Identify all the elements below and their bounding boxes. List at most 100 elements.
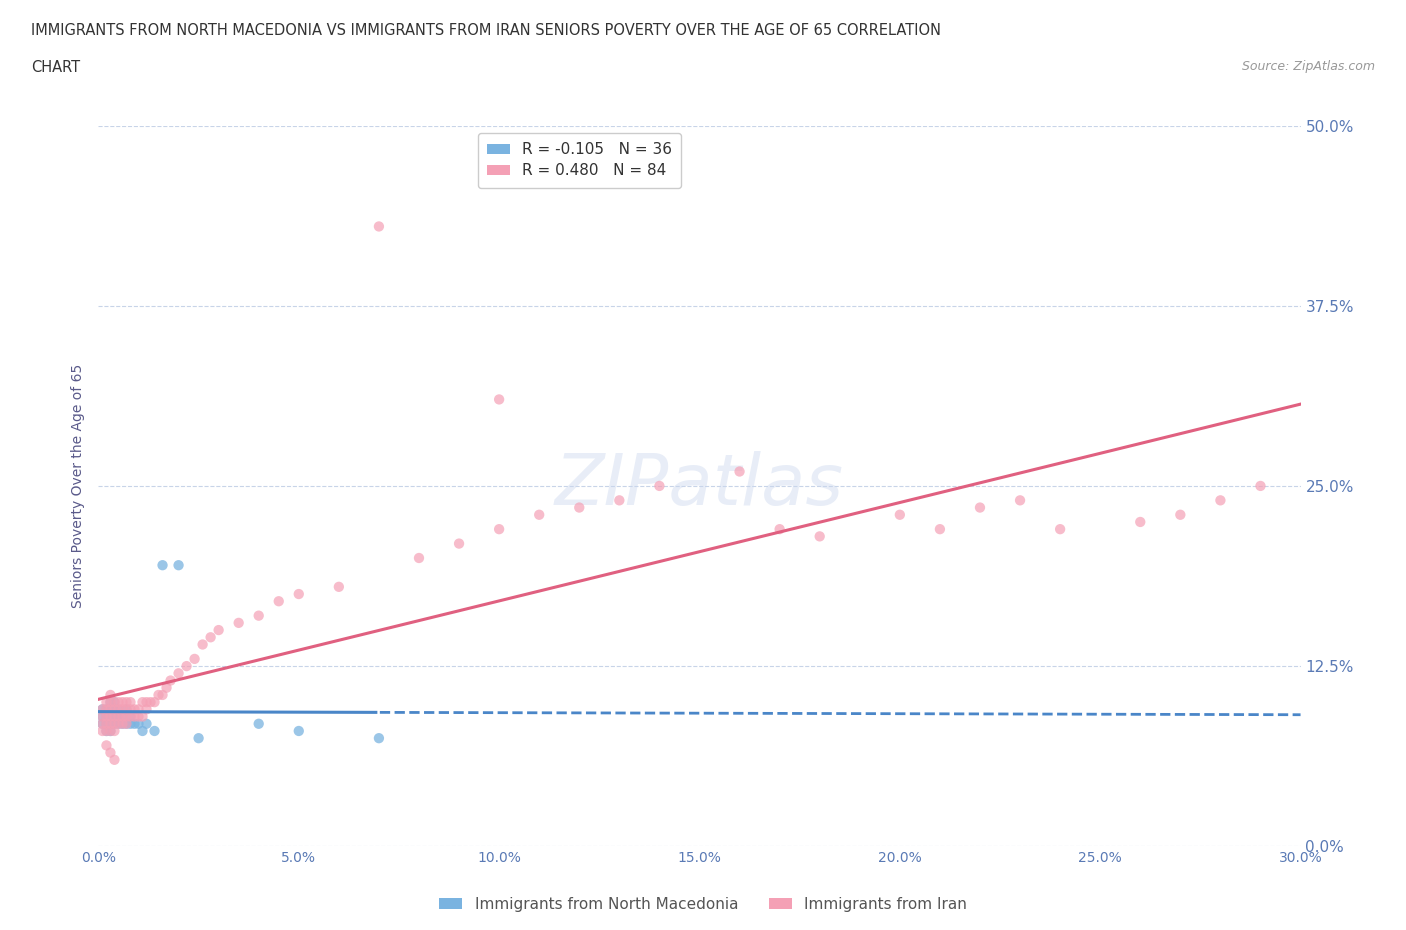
Point xyxy=(120,702,142,717)
Point xyxy=(115,695,138,710)
Point xyxy=(103,702,125,717)
Point xyxy=(200,630,222,644)
Point xyxy=(91,724,114,738)
Point xyxy=(328,579,350,594)
Point xyxy=(1250,479,1272,494)
Point xyxy=(176,658,198,673)
Point xyxy=(529,508,551,523)
Point xyxy=(368,219,391,234)
Point xyxy=(131,724,153,738)
Point xyxy=(111,702,134,717)
Point xyxy=(107,716,129,731)
Point xyxy=(128,716,150,731)
Point xyxy=(135,695,157,710)
Point xyxy=(128,710,150,724)
Point xyxy=(929,522,952,537)
Point xyxy=(103,702,125,717)
Point xyxy=(100,710,122,724)
Point xyxy=(247,608,270,623)
Point xyxy=(96,695,118,710)
Point xyxy=(568,500,591,515)
Point xyxy=(120,710,142,724)
Point xyxy=(96,724,118,738)
Point xyxy=(103,695,125,710)
Point xyxy=(100,687,122,702)
Text: CHART: CHART xyxy=(31,60,80,75)
Point xyxy=(1209,493,1232,508)
Point xyxy=(152,687,174,702)
Point xyxy=(100,695,122,710)
Point xyxy=(247,716,270,731)
Point xyxy=(100,716,122,731)
Point xyxy=(488,522,510,537)
Point xyxy=(107,702,129,717)
Point xyxy=(135,716,157,731)
Point xyxy=(191,637,214,652)
Point xyxy=(96,702,118,717)
Point xyxy=(111,716,134,731)
Point xyxy=(124,710,146,724)
Point xyxy=(111,710,134,724)
Point xyxy=(143,724,166,738)
Point xyxy=(609,493,631,508)
Point xyxy=(167,558,190,573)
Point xyxy=(769,522,792,537)
Point xyxy=(111,710,134,724)
Point xyxy=(120,710,142,724)
Point xyxy=(111,716,134,731)
Point xyxy=(100,702,122,717)
Point xyxy=(728,464,751,479)
Point xyxy=(139,695,162,710)
Point xyxy=(107,710,129,724)
Point xyxy=(288,587,311,602)
Point xyxy=(148,687,170,702)
Point xyxy=(91,710,114,724)
Point xyxy=(488,392,510,407)
Point xyxy=(96,724,118,738)
Point xyxy=(187,731,209,746)
Point xyxy=(115,702,138,717)
Point xyxy=(120,716,142,731)
Point xyxy=(808,529,831,544)
Point xyxy=(96,702,118,717)
Point xyxy=(103,710,125,724)
Text: IMMIGRANTS FROM NORTH MACEDONIA VS IMMIGRANTS FROM IRAN SENIORS POVERTY OVER THE: IMMIGRANTS FROM NORTH MACEDONIA VS IMMIG… xyxy=(31,23,941,38)
Point xyxy=(1049,522,1071,537)
Point xyxy=(91,710,114,724)
Point xyxy=(100,724,122,738)
Legend: R = -0.105   N = 36, R = 0.480   N = 84: R = -0.105 N = 36, R = 0.480 N = 84 xyxy=(478,133,681,188)
Point xyxy=(152,558,174,573)
Text: Source: ZipAtlas.com: Source: ZipAtlas.com xyxy=(1241,60,1375,73)
Point xyxy=(96,710,118,724)
Point xyxy=(115,716,138,731)
Point xyxy=(115,710,138,724)
Point xyxy=(100,716,122,731)
Point xyxy=(159,673,181,688)
Point xyxy=(447,537,470,551)
Point xyxy=(100,724,122,738)
Point xyxy=(288,724,311,738)
Point xyxy=(103,716,125,731)
Point xyxy=(100,702,122,717)
Point xyxy=(100,710,122,724)
Point xyxy=(368,731,391,746)
Point xyxy=(115,702,138,717)
Point xyxy=(107,695,129,710)
Point xyxy=(124,716,146,731)
Point xyxy=(107,710,129,724)
Point xyxy=(115,716,138,731)
Point xyxy=(103,724,125,738)
Point xyxy=(96,710,118,724)
Point xyxy=(103,710,125,724)
Point xyxy=(969,500,991,515)
Point xyxy=(1129,514,1152,529)
Point xyxy=(131,710,153,724)
Point xyxy=(267,594,290,609)
Point xyxy=(648,479,671,494)
Point xyxy=(408,551,430,565)
Point xyxy=(107,702,129,717)
Point xyxy=(135,702,157,717)
Point xyxy=(128,702,150,717)
Point xyxy=(107,716,129,731)
Point xyxy=(91,702,114,717)
